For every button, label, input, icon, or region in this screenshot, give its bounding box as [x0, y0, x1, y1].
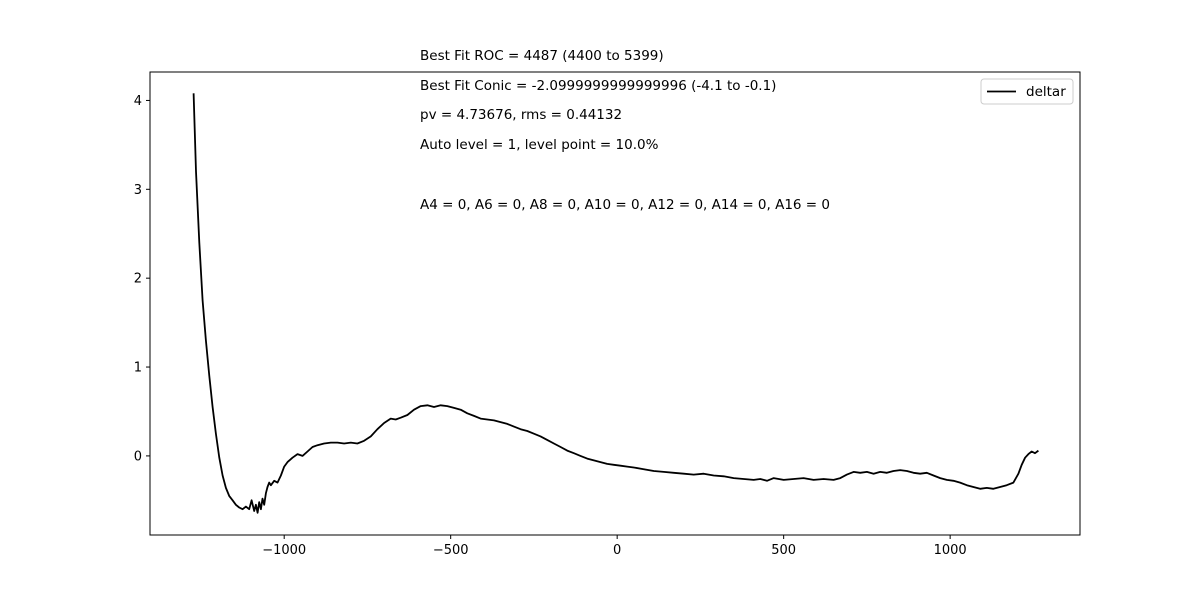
- legend-label-deltar: deltar: [1026, 84, 1066, 100]
- annotation-line: A4 = 0, A6 = 0, A8 = 0, A10 = 0, A12 = 0…: [420, 197, 830, 213]
- x-tick-label: −500: [433, 543, 469, 558]
- legend-box: [980, 78, 1074, 105]
- x-axis: −1000 −500 0 500 1000: [262, 535, 967, 558]
- annotation-line: pv = 4.73676, rms = 0.44132: [420, 107, 622, 123]
- y-tick-label: 4: [134, 94, 142, 109]
- y-tick-label: 0: [134, 449, 142, 464]
- x-tick-label: −1000: [262, 543, 306, 558]
- y-tick-label: 3: [134, 183, 142, 198]
- plot-frame: [149, 71, 1081, 536]
- x-tick-label: 0: [613, 543, 621, 558]
- series-line-deltar: [192, 93, 1039, 514]
- annotation-line: Best Fit Conic = -2.0999999999999996 (-4…: [420, 78, 776, 94]
- y-tick-label: 2: [134, 272, 142, 287]
- annotation-line: Auto level = 1, level point = 10.0%: [420, 137, 659, 153]
- y-axis: 0 1 2 3 4: [134, 94, 150, 464]
- x-tick-label: 500: [771, 543, 796, 558]
- annotation-line: Best Fit ROC = 4487 (4400 to 5399): [420, 48, 664, 64]
- y-tick-label: 1: [134, 361, 142, 376]
- legend: deltar: [980, 78, 1074, 105]
- annotations: Best Fit ROC = 4487 (4400 to 5399) Best F…: [420, 48, 830, 213]
- x-tick-label: 1000: [934, 543, 967, 558]
